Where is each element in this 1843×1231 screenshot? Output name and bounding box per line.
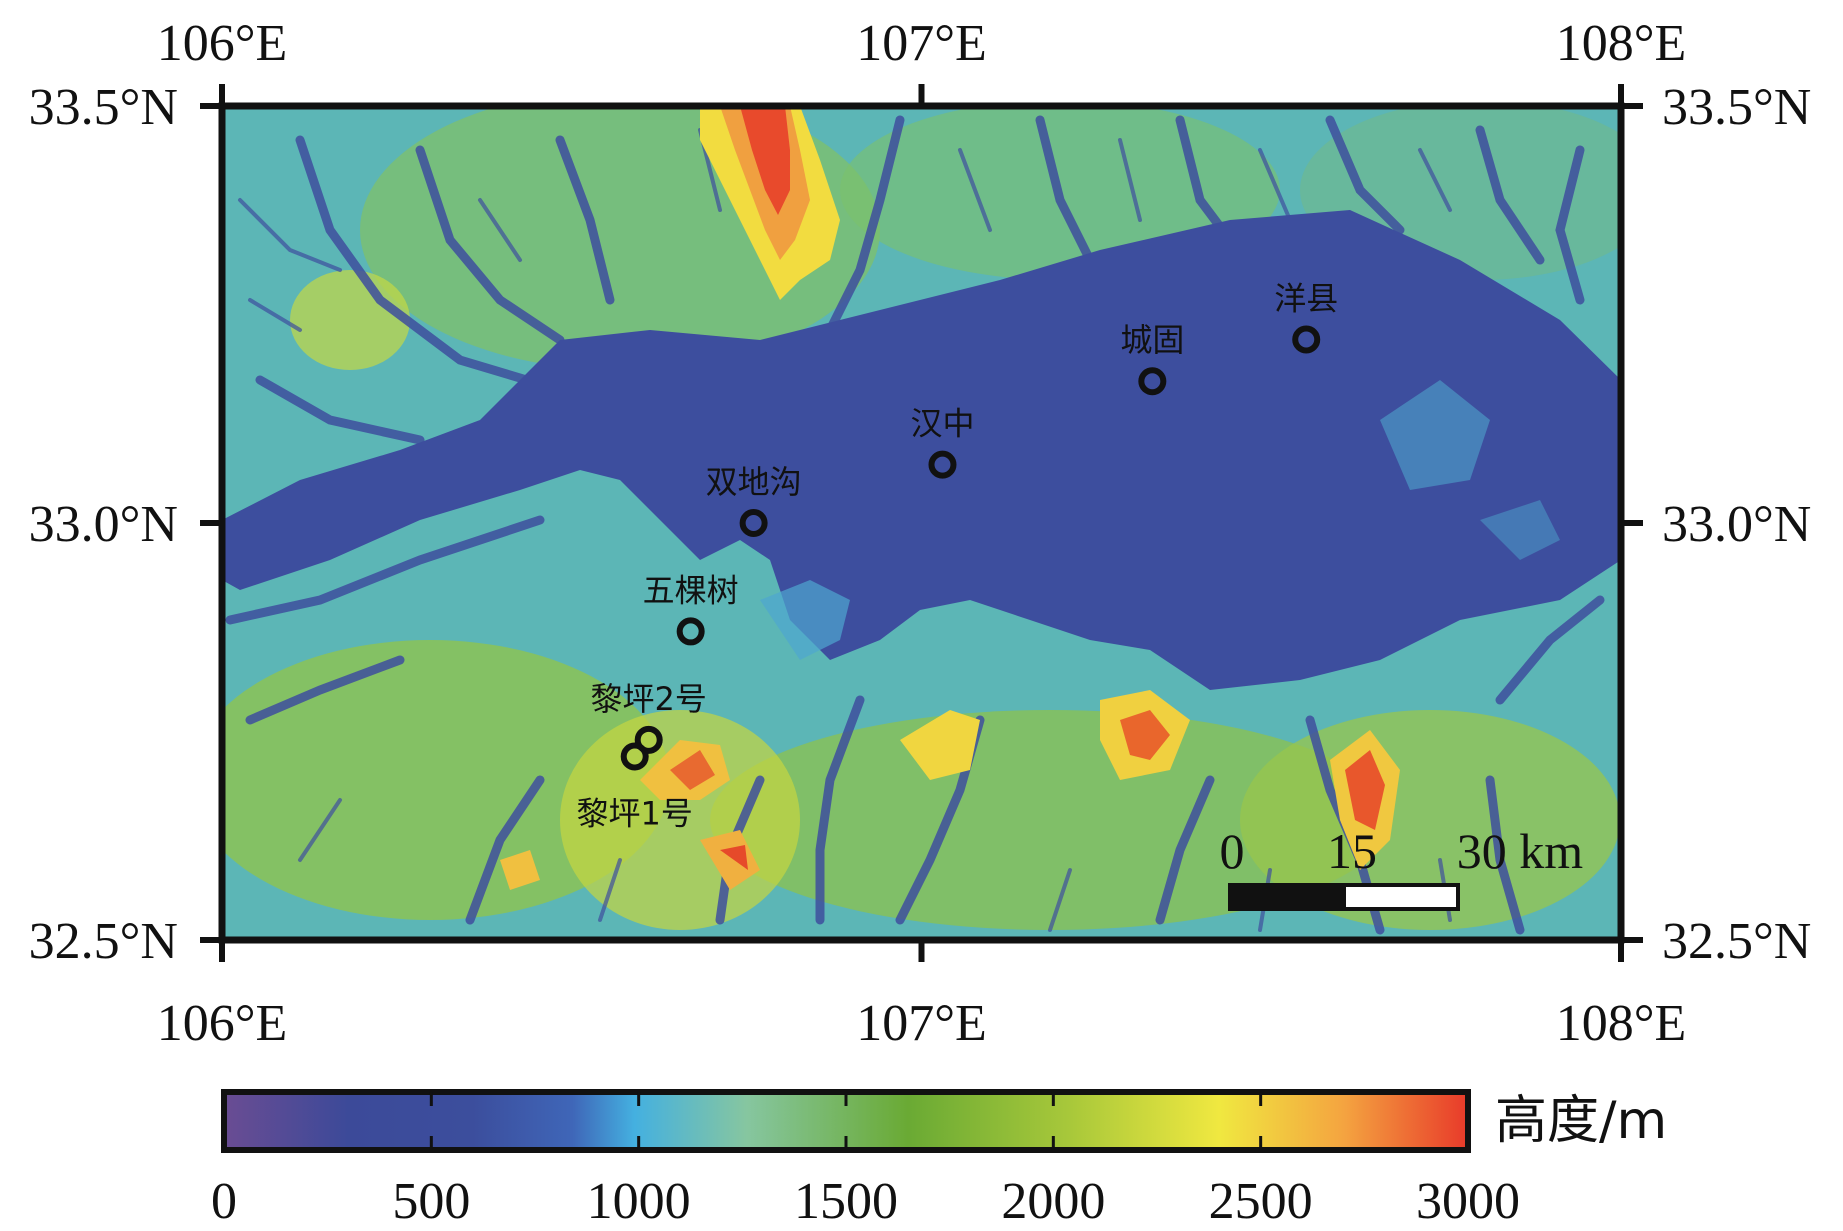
scale-label-0: 0	[1220, 823, 1245, 879]
site-label-6: 黎坪1号	[577, 795, 693, 833]
site-marker-4	[676, 617, 705, 646]
site-6: 黎坪1号	[577, 742, 693, 833]
elevation-colorbar: 0 500 1000 1500 2000 2500 3000 高度/m	[211, 1089, 1667, 1230]
colorbar-label-4: 2000	[1001, 1173, 1105, 1230]
site-label-4: 五棵树	[643, 571, 739, 609]
site-marker-1	[1138, 367, 1167, 396]
scale-bar-outline	[1228, 883, 1460, 911]
colorbar-label-0: 0	[211, 1173, 237, 1230]
lon-label-top-1: 107°E	[856, 15, 987, 72]
site-label-0: 洋县	[1274, 280, 1338, 318]
site-label-3: 双地沟	[706, 463, 802, 501]
lon-label-top-2: 108°E	[1556, 15, 1687, 72]
site-label-1: 城固	[1120, 321, 1184, 359]
lat-label-left-2: 32.5°N	[29, 913, 178, 970]
scale-label-15: 15	[1327, 823, 1377, 879]
colorbar-label-5: 2500	[1209, 1173, 1313, 1230]
colorbar-title: 高度/m	[1495, 1091, 1667, 1151]
colorbar-label-3: 1500	[794, 1173, 898, 1230]
lat-label-right-0: 33.5°N	[1662, 79, 1811, 136]
site-label-5: 黎坪2号	[591, 680, 707, 718]
lon-label-bottom-0: 106°E	[157, 995, 288, 1052]
lon-label-top-0: 106°E	[157, 15, 288, 72]
elevation-relief	[222, 106, 1621, 940]
site-0: 洋县	[1274, 280, 1338, 354]
site-marker-3	[739, 509, 768, 537]
colorbar-label-1: 500	[392, 1173, 470, 1230]
colorbar-label-6: 3000	[1416, 1173, 1520, 1230]
lat-label-right-2: 32.5°N	[1662, 913, 1811, 970]
site-3: 双地沟	[706, 463, 802, 537]
lon-label-bottom-1: 107°E	[856, 995, 987, 1052]
site-marker-0	[1292, 325, 1321, 354]
site-2: 汉中	[910, 405, 974, 479]
lat-label-left-0: 33.5°N	[29, 79, 178, 136]
site-marker-5	[634, 725, 663, 754]
scale-label-30: 30 km	[1457, 823, 1584, 879]
lat-label-right-1: 33.0°N	[1662, 496, 1811, 553]
lat-label-left-1: 33.0°N	[29, 496, 178, 553]
colorbar-ticks: 0 500 1000 1500 2000 2500 3000	[211, 1092, 1520, 1230]
axis-tick-labels: 106°E 106°E 107°E 107°E 108°E 108°E 33.5°N 33.5…	[29, 15, 1812, 1052]
site-1: 城固	[1120, 321, 1184, 396]
site-marker-2	[928, 450, 957, 479]
site-label-2: 汉中	[910, 405, 974, 443]
site-4: 五棵树	[643, 571, 739, 646]
scale-bar-black-segment	[1230, 885, 1344, 909]
scale-bar-white-segment	[1342, 883, 1460, 911]
site-marker-6	[620, 742, 649, 771]
colorbar-label-2: 1000	[587, 1173, 691, 1230]
scale-bar: 0 15 30 km	[1220, 823, 1584, 911]
lon-label-bottom-2: 108°E	[1556, 995, 1687, 1052]
site-5: 黎坪2号	[591, 680, 707, 754]
axis-ticks	[200, 84, 1643, 962]
